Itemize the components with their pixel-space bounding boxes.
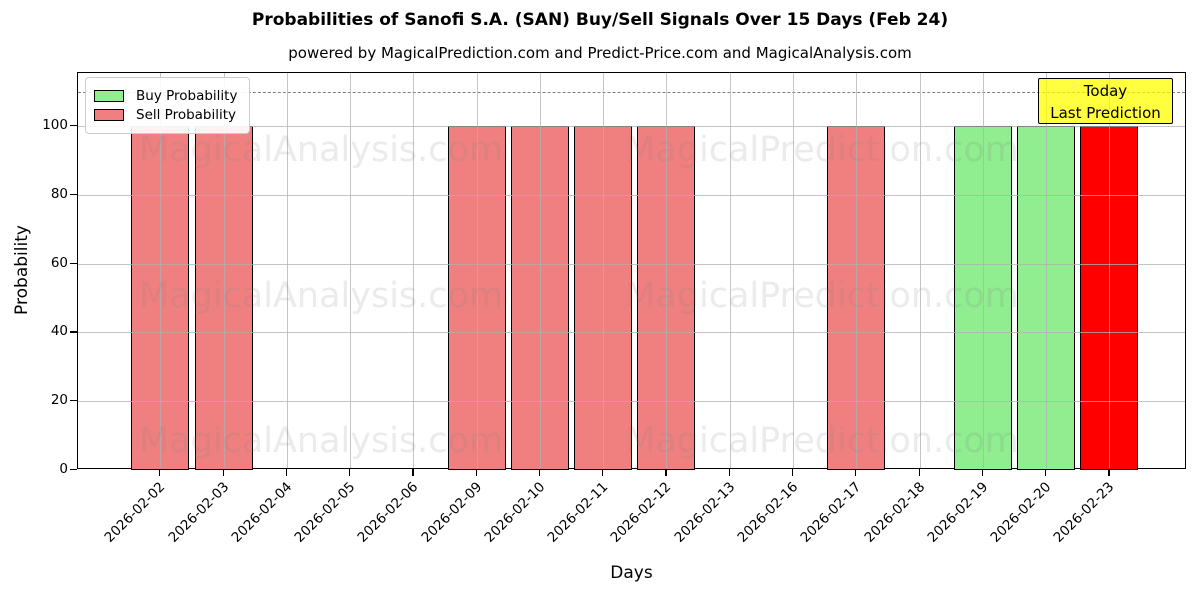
y-tick-label: 60	[50, 254, 68, 271]
today-annotation-line1: Today	[1083, 82, 1128, 100]
y-tick-mark	[70, 262, 77, 264]
vertical-gridline	[413, 73, 415, 468]
y-tick-mark	[70, 331, 77, 333]
vertical-gridline	[1046, 73, 1048, 468]
x-tick-mark	[412, 469, 414, 476]
vertical-gridline	[223, 73, 225, 468]
vertical-gridline	[603, 73, 605, 468]
legend-item-buy: Buy Probability	[94, 88, 237, 104]
legend: Buy Probability Sell Probability	[85, 77, 251, 134]
horizontal-gridline	[78, 401, 1185, 403]
chart-title: Probabilities of Sanofi S.A. (SAN) Buy/S…	[251, 10, 949, 30]
vertical-gridline	[1109, 73, 1111, 468]
x-tick-mark	[538, 469, 541, 476]
vertical-gridline	[729, 73, 731, 468]
x-tick-mark	[475, 469, 477, 476]
vertical-gridline	[160, 73, 162, 468]
x-tick-mark	[349, 469, 351, 476]
y-tick-label: 40	[50, 323, 68, 340]
vertical-gridline	[476, 73, 478, 468]
vertical-gridline	[856, 73, 858, 468]
chart-subtitle: powered by MagicalPrediction.com and Pre…	[288, 44, 912, 62]
x-tick-mark	[1045, 469, 1047, 476]
vertical-gridline	[919, 73, 921, 468]
x-tick-mark	[222, 469, 224, 476]
y-tick-mark	[70, 400, 77, 402]
x-tick-mark	[285, 469, 288, 476]
horizontal-gridline	[78, 126, 1185, 127]
vertical-gridline	[286, 73, 288, 468]
y-tick-mark	[70, 125, 77, 127]
horizontal-gridline	[78, 263, 1185, 265]
y-tick-label: 100	[42, 117, 68, 133]
x-tick-mark	[602, 469, 604, 476]
dashed-guide-line	[78, 91, 1185, 93]
vertical-gridline	[350, 73, 352, 468]
y-tick-label: 80	[50, 185, 68, 202]
y-tick-mark	[70, 193, 77, 195]
x-tick-mark	[855, 469, 857, 476]
today-annotation-line2: Last Prediction	[1050, 104, 1161, 122]
horizontal-gridline	[78, 194, 1185, 196]
legend-label-sell: Sell Probability	[136, 107, 237, 123]
legend-item-sell: Sell Probability	[94, 107, 237, 123]
vertical-gridline	[539, 73, 541, 468]
x-tick-mark	[728, 469, 730, 476]
x-axis-title: Days	[610, 563, 653, 583]
y-tick-label: 20	[50, 392, 68, 409]
x-tick-mark	[981, 469, 983, 476]
x-tick-mark	[1108, 469, 1110, 476]
legend-label-buy: Buy Probability	[136, 88, 238, 104]
today-annotation: Today Last Prediction	[1038, 78, 1173, 124]
vertical-gridline	[982, 73, 984, 468]
vertical-gridline	[793, 73, 794, 468]
x-tick-mark	[918, 469, 920, 476]
sell-swatch-icon	[94, 109, 124, 121]
horizontal-gridline	[78, 332, 1185, 334]
y-tick-label: 0	[59, 461, 68, 477]
x-tick-mark	[159, 469, 161, 476]
y-tick-mark	[70, 469, 77, 471]
buy-swatch-icon	[94, 90, 124, 102]
plot-area	[77, 72, 1186, 470]
x-tick-mark	[792, 469, 794, 476]
vertical-gridline	[666, 73, 668, 468]
x-tick-mark	[665, 469, 667, 476]
